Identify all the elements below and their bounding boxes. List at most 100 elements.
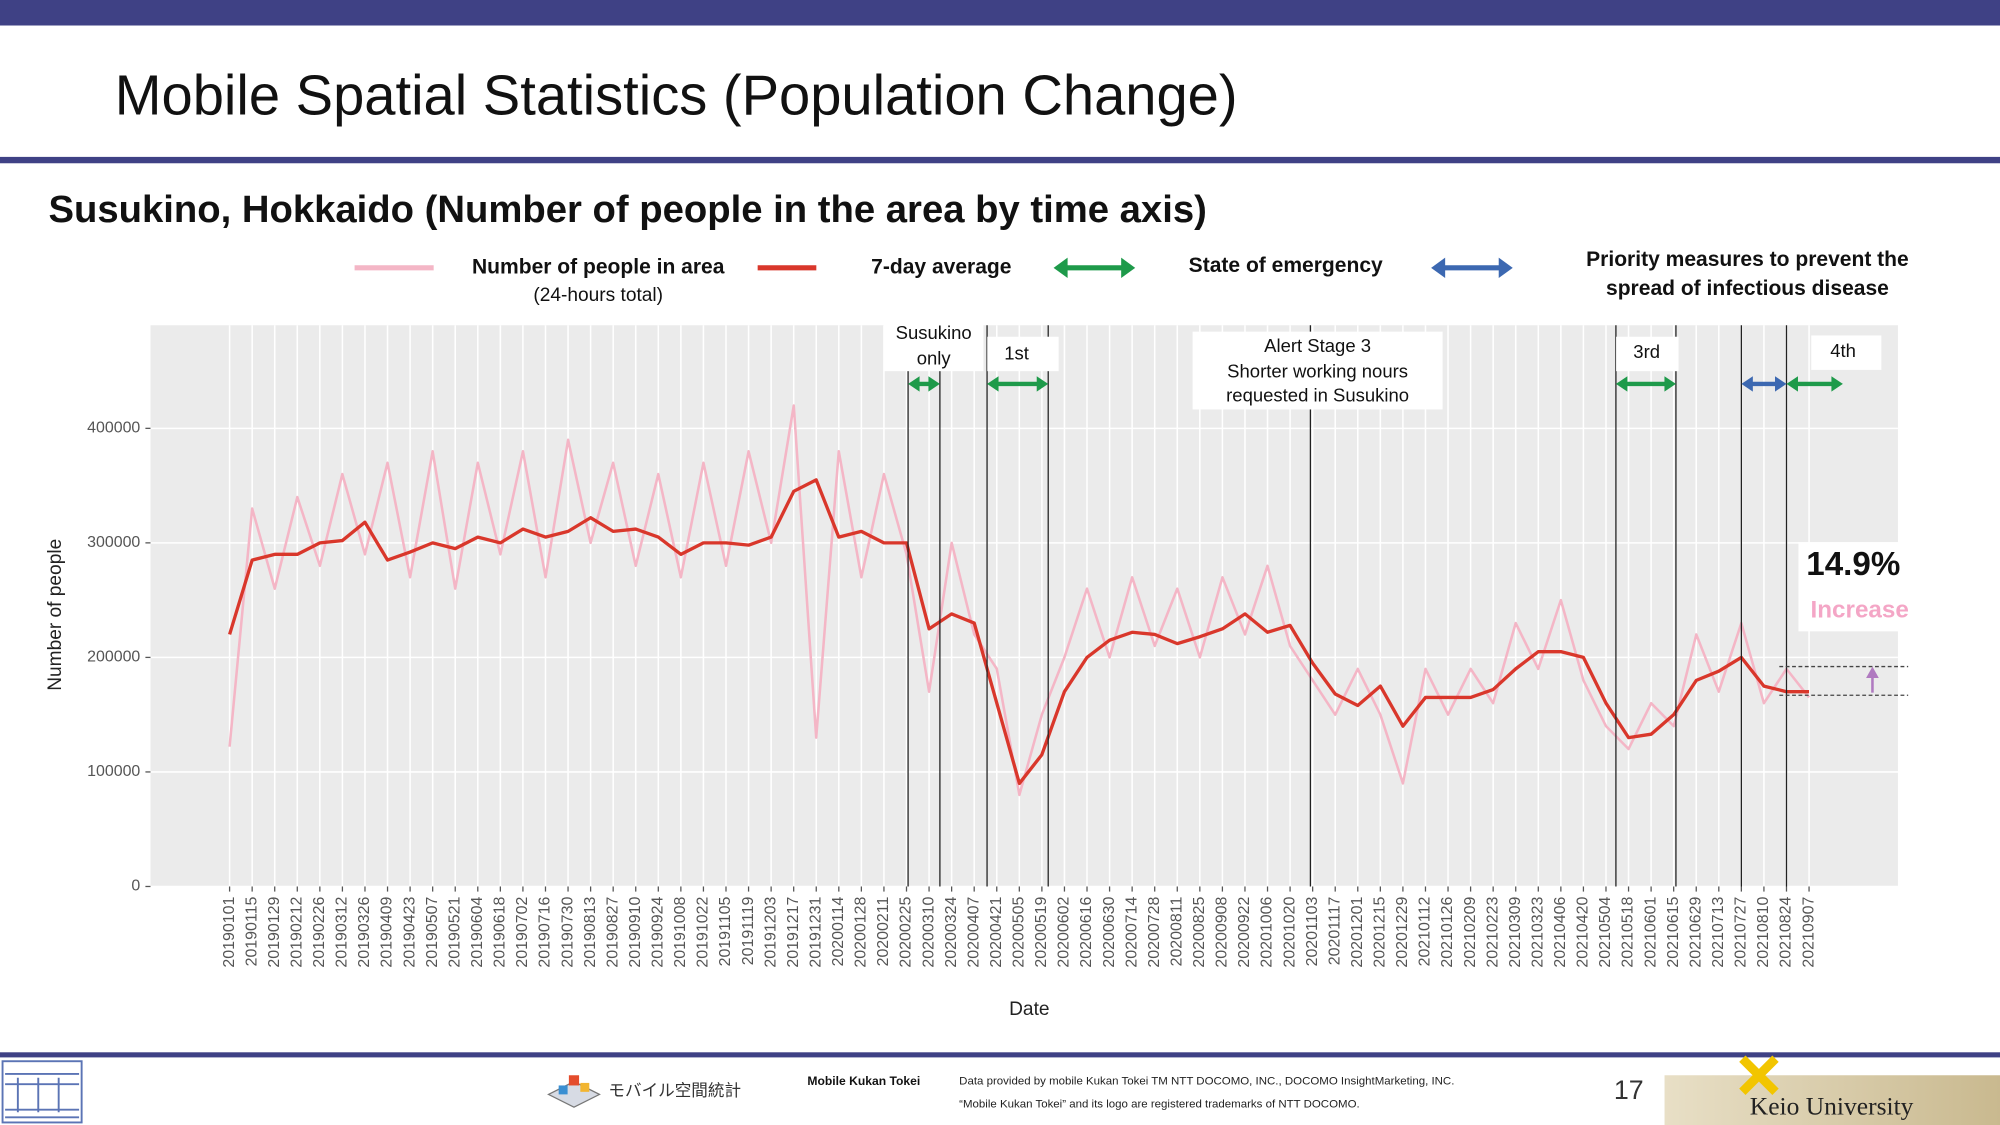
x-tick-label: 20210112	[1417, 897, 1434, 967]
arrow-head	[1786, 376, 1843, 392]
series-line	[228, 404, 1811, 797]
x-tick-label: 20191203	[762, 897, 779, 968]
annotation-box	[987, 336, 1059, 372]
annotation-box	[1192, 331, 1443, 410]
y-axis-label: Number of people	[45, 539, 66, 691]
x-tick-label: 20191231	[807, 897, 824, 968]
x-tick-label: 20210727	[1733, 897, 1750, 968]
x-tick-label: 20210406	[1552, 897, 1569, 968]
page-number: 17	[1614, 1075, 1644, 1105]
x-tick-label: 20210824	[1778, 897, 1795, 968]
x-tick-label: 20190507	[424, 897, 441, 968]
x-tick-label: 20190212	[288, 897, 305, 968]
x-tick-label: 20190312	[334, 897, 351, 968]
footer-note: “Mobile Kukan Tokei” and its logo are re…	[959, 1099, 1360, 1111]
footer-note: Data provided by mobile Kukan Tokei TM N…	[959, 1076, 1454, 1088]
x-tick-label: 20191119	[740, 897, 757, 966]
y-tick-label: 300000	[87, 534, 140, 551]
x-tick-label: 20200324	[943, 897, 960, 968]
x-tick-label: 20190423	[401, 897, 418, 968]
x-tick-label: 20200225	[898, 897, 915, 968]
x-tick-label: 20190813	[582, 897, 599, 968]
x-tick-label: 20190702	[514, 897, 531, 968]
legend-note: (24-hours total)	[533, 285, 663, 306]
change-value: 14.9%	[1806, 546, 1900, 583]
x-tick-label: 20190716	[537, 897, 554, 968]
change-arrow-head	[1866, 666, 1879, 679]
x-tick-label: 20200728	[1146, 897, 1163, 968]
footer-brand: Mobile Kukan Tokei	[807, 1074, 920, 1088]
annotation-box	[1616, 336, 1679, 372]
header-bar	[0, 0, 2000, 26]
annotation-box	[1811, 335, 1882, 370]
university-band	[1664, 1075, 2000, 1125]
university-name: Keio University	[1750, 1091, 1914, 1120]
legend-arrow	[1431, 257, 1513, 279]
x-tick-label: 20190226	[311, 897, 328, 968]
legend-label: State of emergency	[1189, 254, 1383, 277]
x-tick-label: 20190326	[356, 897, 373, 968]
x-tick-label: 20210810	[1755, 897, 1772, 968]
x-tick-label: 20210713	[1710, 897, 1727, 968]
footer-logo-text: モバイル空間統計	[608, 1081, 741, 1100]
change-text: Increase	[1811, 596, 1909, 623]
x-tick-label: 20210601	[1642, 897, 1659, 968]
annotation-text: Shorter working nours	[1227, 360, 1408, 381]
x-tick-label: 20190924	[650, 897, 667, 968]
x-tick-label: 20201117	[1326, 897, 1343, 966]
x-tick-label: 20200114	[830, 897, 847, 967]
x-tick-label: 20200825	[1191, 897, 1208, 968]
footer-left-logo	[1, 1060, 83, 1124]
annotation-text: Susukino	[896, 322, 972, 343]
x-tick-label: 20190604	[469, 897, 486, 968]
x-tick-label: 20210420	[1575, 897, 1592, 968]
legend-label: Priority measures to prevent the	[1586, 248, 1909, 271]
x-tick-label: 20200128	[853, 897, 870, 968]
x-tick-label: 20191022	[695, 897, 712, 968]
x-tick-label: 20200519	[1033, 897, 1050, 968]
x-tick-label: 20201229	[1394, 897, 1411, 968]
legend-label: spread of infectious disease	[1606, 277, 1889, 300]
y-tick-label: 0	[131, 878, 140, 895]
x-tick-label: 20200602	[1056, 897, 1073, 968]
x-tick-label: 20210629	[1687, 897, 1704, 968]
plot	[228, 404, 1811, 797]
x-tick-label: 20191008	[672, 897, 689, 968]
university-emblem	[1739, 1055, 1779, 1095]
annotation-text: 1st	[1004, 342, 1029, 363]
annotation-box	[883, 322, 984, 372]
y-tick-label: 400000	[87, 420, 140, 437]
x-tick-label: 20200421	[988, 897, 1005, 968]
period-arrow	[1741, 376, 1787, 392]
x-axis-label: Date	[1009, 999, 1049, 1020]
annotation-text: requested in Susukino	[1226, 385, 1409, 406]
legend-label: 7-day average	[871, 255, 1011, 278]
y-tick-label: 100000	[87, 763, 140, 780]
x-tick-label: 20190521	[446, 897, 463, 968]
x-tick-label: 20200310	[920, 897, 937, 968]
x-tick-label: 20201215	[1372, 897, 1389, 968]
x-tick-label: 20200714	[1123, 897, 1140, 968]
x-tick-label: 20210223	[1484, 897, 1501, 968]
grid: 0 100000 200000 300000 400000 20190101 2019011…	[87, 325, 1898, 968]
x-tick-label: 20210504	[1597, 897, 1614, 968]
x-tick-label: 20200407	[965, 897, 982, 968]
x-tick-label: 20201201	[1349, 897, 1366, 968]
x-tick-label: 20210309	[1507, 897, 1524, 968]
period-arrow	[1786, 376, 1843, 392]
period-arrow	[1615, 376, 1676, 392]
slide-title: Mobile Spatial Statistics (Population Ch…	[115, 63, 1238, 126]
x-tick-label: 20210126	[1439, 897, 1456, 968]
x-tick-label: 20200908	[1214, 897, 1231, 968]
x-tick-label: 20200616	[1078, 897, 1095, 968]
footer-rule	[0, 1052, 2000, 1058]
x-tick-label: 20201006	[1259, 897, 1276, 968]
x-tick-label: 20210209	[1462, 897, 1479, 968]
x-tick-label: 20190827	[604, 897, 621, 968]
x-tick-label: 20191217	[785, 897, 802, 968]
x-tick-label: 20200630	[1101, 897, 1118, 968]
change-label-bg	[1798, 542, 1907, 632]
x-tick-label: 20201103	[1304, 897, 1321, 967]
legend-arrow	[1053, 257, 1136, 279]
